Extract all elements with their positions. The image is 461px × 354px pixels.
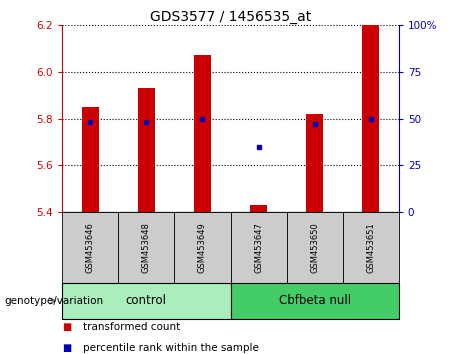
Bar bbox=[362, 25, 379, 212]
Bar bbox=[118, 212, 174, 283]
Text: GSM453646: GSM453646 bbox=[86, 222, 95, 273]
Bar bbox=[194, 55, 211, 212]
Text: genotype/variation: genotype/variation bbox=[5, 296, 104, 306]
Title: GDS3577 / 1456535_at: GDS3577 / 1456535_at bbox=[150, 10, 311, 24]
Text: ■: ■ bbox=[62, 343, 71, 353]
Bar bbox=[230, 212, 287, 283]
Text: percentile rank within the sample: percentile rank within the sample bbox=[83, 343, 259, 353]
Bar bbox=[62, 283, 230, 319]
Bar bbox=[343, 212, 399, 283]
Text: GSM453650: GSM453650 bbox=[310, 222, 319, 273]
Text: GSM453647: GSM453647 bbox=[254, 222, 263, 273]
Bar bbox=[174, 212, 230, 283]
Bar bbox=[62, 212, 118, 283]
Text: GSM453651: GSM453651 bbox=[366, 222, 375, 273]
Text: GSM453649: GSM453649 bbox=[198, 222, 207, 273]
Bar bbox=[250, 205, 267, 212]
Text: ■: ■ bbox=[62, 322, 71, 332]
Text: transformed count: transformed count bbox=[83, 322, 180, 332]
Text: control: control bbox=[126, 295, 167, 307]
Text: GSM453648: GSM453648 bbox=[142, 222, 151, 273]
Bar bbox=[306, 114, 323, 212]
Text: Cbfbeta null: Cbfbeta null bbox=[278, 295, 351, 307]
Bar bbox=[138, 88, 155, 212]
Bar bbox=[230, 283, 399, 319]
Bar bbox=[287, 212, 343, 283]
Bar bbox=[82, 107, 99, 212]
